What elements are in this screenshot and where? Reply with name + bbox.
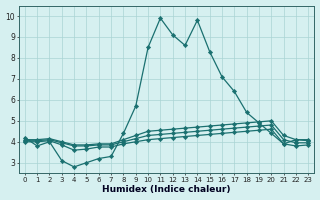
X-axis label: Humidex (Indice chaleur): Humidex (Indice chaleur) [102,185,231,194]
